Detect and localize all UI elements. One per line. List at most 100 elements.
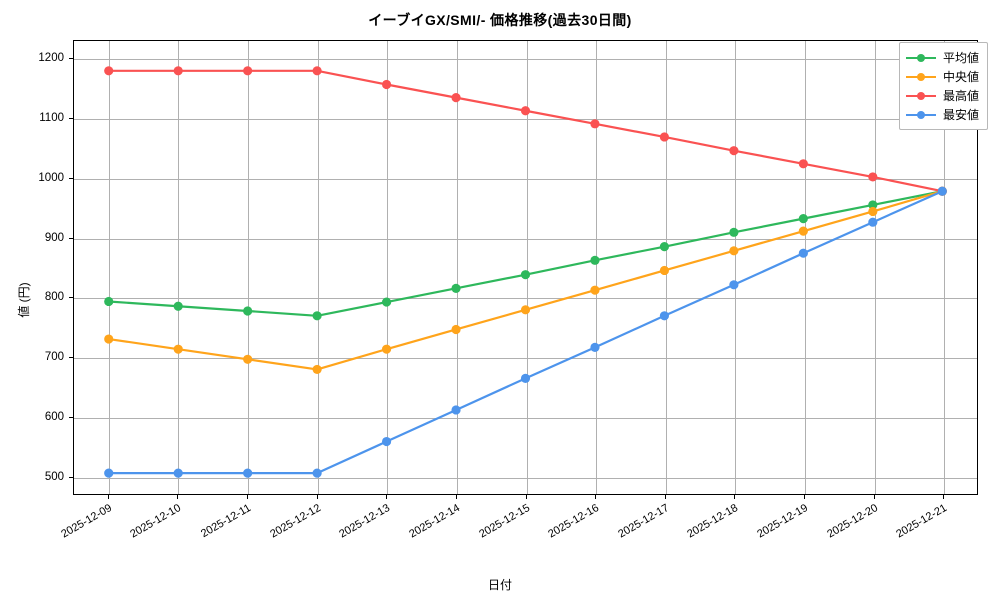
data-point xyxy=(451,283,461,293)
data-point xyxy=(173,301,183,311)
data-point xyxy=(798,248,808,258)
data-point xyxy=(729,146,739,156)
y-axis-tick-mark xyxy=(69,357,73,359)
data-point xyxy=(798,214,808,224)
x-axis-tick-label: 2025-12-18 xyxy=(685,502,741,541)
gridline-vertical xyxy=(248,41,250,494)
gridline-horizontal xyxy=(74,118,977,120)
gridline-horizontal xyxy=(74,238,977,240)
gridline-vertical xyxy=(526,41,528,494)
data-point xyxy=(868,206,878,217)
x-axis-tick-label: 2025-12-14 xyxy=(407,502,462,541)
gridline-vertical xyxy=(944,41,946,494)
gridline-vertical xyxy=(317,41,319,494)
x-axis-tick-mark xyxy=(525,495,527,499)
legend-item-4[interactable]: 最安値 xyxy=(905,105,979,124)
data-point xyxy=(243,468,253,478)
x-axis-tick-mark xyxy=(177,495,179,499)
x-axis-tick-label: 2025-12-19 xyxy=(755,502,810,541)
x-axis-tick-mark xyxy=(247,495,249,499)
x-axis-tick-label: 2025-12-21 xyxy=(894,502,950,541)
data-point xyxy=(104,334,114,344)
data-point xyxy=(590,285,600,295)
data-point xyxy=(312,468,322,478)
series-1 xyxy=(104,186,947,321)
data-point xyxy=(381,436,392,447)
y-axis-tick-mark xyxy=(69,297,73,299)
chart-title: イーブイGX/SMI/- 価格推移(過去30日間) xyxy=(368,12,632,28)
x-axis-tick-mark xyxy=(386,495,388,499)
data-point xyxy=(381,79,392,90)
data-point xyxy=(659,132,670,142)
x-axis-tick-mark xyxy=(455,495,457,499)
legend-item-1[interactable]: 平均値 xyxy=(905,48,979,67)
y-axis-tick-label: 900 xyxy=(44,231,64,244)
x-axis-tick-mark xyxy=(803,495,805,499)
data-point xyxy=(173,468,183,478)
series-4 xyxy=(104,186,947,478)
data-point xyxy=(451,93,461,103)
gridline-vertical xyxy=(735,41,737,494)
x-axis-tick-mark xyxy=(595,495,597,499)
legend-label: 中央値 xyxy=(942,70,979,84)
gridline-vertical xyxy=(456,41,458,494)
data-point xyxy=(243,66,253,76)
legend-label: 平均値 xyxy=(942,51,979,65)
data-point xyxy=(312,66,322,76)
y-axis-tick-label: 500 xyxy=(44,471,64,484)
gridline-horizontal xyxy=(74,298,977,300)
series-line xyxy=(107,190,944,371)
data-point xyxy=(729,246,739,256)
data-point xyxy=(243,306,253,316)
data-point xyxy=(173,344,183,354)
data-point xyxy=(590,119,600,129)
x-axis-tick-label: 2025-12-10 xyxy=(128,502,184,541)
x-axis-tick-label: 2025-12-20 xyxy=(824,502,880,541)
x-axis-tick-mark xyxy=(316,495,318,499)
legend-marker-icon xyxy=(905,52,936,64)
legend-item-3[interactable]: 最高値 xyxy=(905,86,979,105)
x-axis-label: 日付 xyxy=(487,578,512,592)
data-point xyxy=(312,311,322,321)
data-point xyxy=(868,217,878,227)
x-axis-tick-label: 2025-12-17 xyxy=(615,502,671,541)
x-axis-tick-mark xyxy=(873,495,875,499)
data-point xyxy=(451,405,461,415)
y-axis-tick-label: 1100 xyxy=(39,111,64,124)
data-point xyxy=(312,364,322,375)
data-point xyxy=(104,468,114,478)
data-point xyxy=(798,226,808,236)
gridline-vertical xyxy=(596,41,598,494)
x-axis-tick-label: 2025-12-16 xyxy=(546,502,602,541)
data-point xyxy=(173,66,183,76)
gridline-horizontal xyxy=(74,478,977,480)
y-axis-tick-label: 800 xyxy=(44,291,64,304)
x-axis-tick-label: 2025-12-12 xyxy=(267,502,323,541)
data-point xyxy=(659,242,670,252)
data-point xyxy=(729,227,739,237)
x-axis-tick-label: 2025-12-13 xyxy=(337,502,393,541)
gridline-horizontal xyxy=(74,58,977,60)
gridline-horizontal xyxy=(74,358,977,360)
y-axis-tick-mark xyxy=(69,237,73,239)
x-axis-tick-label: 2025-12-11 xyxy=(199,502,254,541)
gridline-vertical xyxy=(387,41,389,494)
data-point xyxy=(868,172,878,182)
series-2 xyxy=(104,186,947,375)
legend-item-2[interactable]: 中央値 xyxy=(905,67,979,86)
y-axis-tick-label: 1000 xyxy=(38,171,64,184)
legend-marker-icon xyxy=(905,71,936,83)
gridline-vertical xyxy=(178,41,180,494)
data-series-layer xyxy=(104,66,947,478)
gridline-vertical xyxy=(108,41,110,494)
gridline-vertical xyxy=(804,41,806,494)
data-point xyxy=(520,270,531,280)
data-point xyxy=(104,296,114,307)
x-axis-tick-mark xyxy=(734,495,736,499)
series-line xyxy=(107,190,944,317)
gridline-horizontal xyxy=(74,418,977,420)
data-point xyxy=(520,106,531,116)
x-axis-tick-mark xyxy=(943,495,945,499)
plot-area xyxy=(73,40,978,495)
